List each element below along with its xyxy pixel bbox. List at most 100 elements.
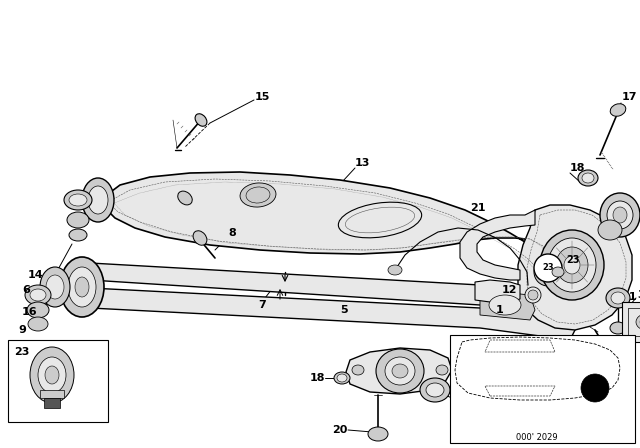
Ellipse shape — [540, 230, 604, 300]
Ellipse shape — [40, 267, 70, 307]
Ellipse shape — [436, 365, 448, 375]
Text: 8: 8 — [228, 228, 236, 238]
Text: 20: 20 — [332, 425, 348, 435]
Ellipse shape — [68, 267, 96, 307]
Text: 2: 2 — [636, 210, 640, 220]
Ellipse shape — [339, 202, 422, 238]
Text: 21: 21 — [470, 203, 486, 213]
Circle shape — [534, 254, 562, 282]
Text: 22: 22 — [538, 257, 554, 267]
Ellipse shape — [385, 357, 415, 385]
Polygon shape — [75, 288, 575, 340]
Text: 6: 6 — [22, 285, 30, 295]
Text: 15: 15 — [255, 92, 270, 102]
Ellipse shape — [489, 295, 521, 315]
Ellipse shape — [195, 114, 207, 126]
Text: 9: 9 — [18, 325, 26, 335]
Ellipse shape — [528, 290, 538, 300]
Ellipse shape — [30, 347, 74, 403]
Ellipse shape — [420, 378, 450, 402]
Ellipse shape — [75, 277, 89, 297]
Polygon shape — [475, 280, 520, 302]
Ellipse shape — [613, 207, 627, 223]
Text: 5: 5 — [340, 305, 348, 315]
Ellipse shape — [69, 194, 87, 206]
Ellipse shape — [67, 212, 89, 228]
Ellipse shape — [392, 364, 408, 378]
Ellipse shape — [337, 374, 347, 382]
Ellipse shape — [582, 173, 594, 183]
Text: 000' 2029: 000' 2029 — [516, 432, 558, 441]
Text: 12: 12 — [502, 285, 518, 295]
Polygon shape — [100, 172, 556, 282]
Ellipse shape — [556, 247, 588, 283]
Ellipse shape — [606, 288, 630, 308]
Ellipse shape — [598, 220, 622, 240]
Ellipse shape — [45, 366, 59, 384]
Ellipse shape — [540, 264, 556, 280]
Text: 23: 23 — [566, 255, 579, 265]
Ellipse shape — [611, 292, 625, 304]
Text: 10: 10 — [608, 358, 623, 368]
Ellipse shape — [601, 350, 620, 366]
Ellipse shape — [552, 267, 564, 277]
Circle shape — [581, 374, 609, 402]
Ellipse shape — [88, 186, 108, 214]
Bar — [8, 340, 108, 422]
Bar — [450, 335, 635, 443]
Polygon shape — [75, 263, 575, 315]
Ellipse shape — [28, 317, 48, 331]
Ellipse shape — [25, 285, 51, 305]
Ellipse shape — [334, 372, 350, 384]
Ellipse shape — [534, 258, 562, 286]
Text: 13: 13 — [355, 158, 371, 168]
Ellipse shape — [368, 427, 388, 441]
Ellipse shape — [376, 349, 424, 393]
Ellipse shape — [600, 193, 640, 237]
Text: 18: 18 — [310, 373, 326, 383]
Ellipse shape — [46, 275, 64, 299]
Text: 17: 17 — [622, 92, 637, 102]
Ellipse shape — [352, 365, 364, 375]
Ellipse shape — [568, 336, 592, 354]
Text: 1: 1 — [496, 305, 504, 315]
Polygon shape — [480, 290, 535, 320]
Ellipse shape — [30, 289, 46, 301]
Ellipse shape — [564, 256, 580, 274]
Ellipse shape — [525, 287, 541, 303]
Ellipse shape — [610, 322, 626, 334]
Ellipse shape — [548, 238, 596, 292]
Text: 16: 16 — [22, 307, 38, 317]
Ellipse shape — [82, 178, 114, 222]
Ellipse shape — [240, 183, 276, 207]
Ellipse shape — [38, 357, 66, 393]
Ellipse shape — [193, 231, 207, 245]
Polygon shape — [460, 210, 535, 280]
Text: 23: 23 — [14, 347, 29, 357]
Text: 7: 7 — [258, 300, 266, 310]
Text: 23: 23 — [542, 263, 554, 272]
Text: 12: 12 — [636, 315, 640, 325]
Ellipse shape — [69, 229, 87, 241]
Ellipse shape — [388, 265, 402, 275]
Bar — [40, 390, 64, 398]
Polygon shape — [518, 205, 632, 330]
Bar — [628, 308, 640, 336]
Ellipse shape — [578, 170, 598, 186]
Text: 18: 18 — [570, 163, 586, 173]
Ellipse shape — [607, 201, 633, 229]
Bar — [44, 398, 60, 408]
Text: 19: 19 — [452, 390, 468, 400]
Polygon shape — [346, 348, 452, 394]
Ellipse shape — [426, 383, 444, 397]
Ellipse shape — [60, 257, 104, 317]
Text: 4: 4 — [455, 348, 463, 358]
Text: 3: 3 — [637, 290, 640, 300]
Ellipse shape — [64, 190, 92, 210]
Ellipse shape — [610, 104, 626, 116]
Text: 14: 14 — [28, 270, 44, 280]
Ellipse shape — [178, 191, 192, 205]
Bar — [622, 302, 640, 342]
Ellipse shape — [27, 302, 49, 318]
Text: 11: 11 — [622, 292, 637, 302]
